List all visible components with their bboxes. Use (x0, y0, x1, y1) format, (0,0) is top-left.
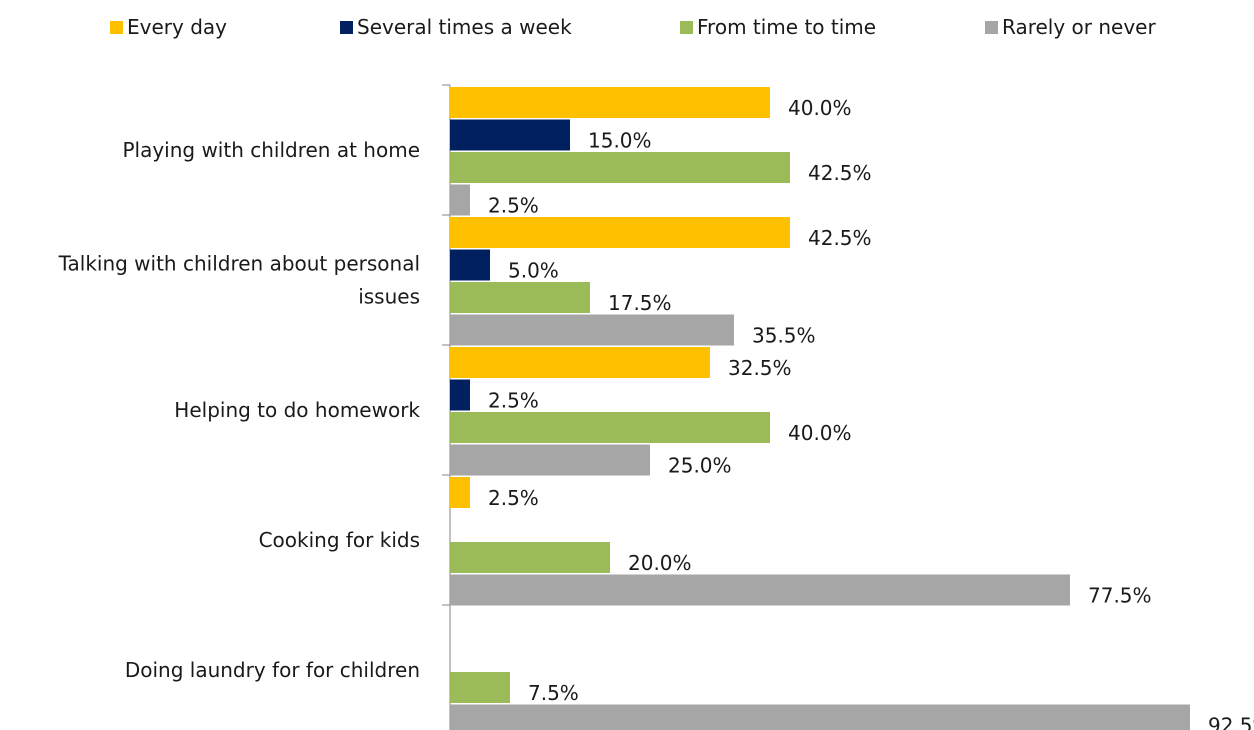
legend-swatch-from-time-to-time (680, 20, 693, 34)
data-label: 42.5% (808, 161, 872, 185)
bar-rarely-or-never-helping-to-do-homework (450, 444, 650, 476)
bar-rarely-or-never-talking-with-children-about-personal-issues (450, 314, 734, 346)
legend-item-several-times-a-week: Several times a week (340, 14, 572, 40)
bar-every-day-playing-with-children-at-home (450, 87, 770, 118)
bar-from-time-to-time-talking-with-children-about-personal-issues (450, 282, 590, 313)
data-label: 40.0% (788, 421, 852, 445)
data-label: 2.5% (488, 389, 539, 413)
data-label: 7.5% (528, 681, 579, 705)
bar-from-time-to-time-cooking-for-kids (450, 542, 610, 573)
bar-several-times-a-week-helping-to-do-homework (450, 379, 470, 411)
chart-legend: Every day Several times a week From time t… (0, 0, 1254, 50)
bar-from-time-to-time-doing-laundry-for-for-children (450, 672, 510, 703)
bar-rarely-or-never-doing-laundry-for-for-children (450, 704, 1190, 730)
bar-from-time-to-time-playing-with-children-at-home (450, 152, 790, 183)
bar-every-day-helping-to-do-homework (450, 347, 710, 378)
category-label: Talking with children about personal issu… (58, 252, 420, 309)
legend-item-rarely-or-never: Rarely or never (985, 14, 1156, 40)
data-label: 2.5% (488, 486, 539, 510)
data-label: 17.5% (608, 291, 672, 315)
bar-several-times-a-week-talking-with-children-about-personal-issues (450, 249, 490, 281)
bar-rarely-or-never-cooking-for-kids (450, 574, 1070, 606)
bar-several-times-a-week-playing-with-children-at-home (450, 119, 570, 151)
legend-swatch-every-day (110, 20, 123, 34)
data-label: 92.5% (1208, 714, 1254, 730)
legend-label: Every day (127, 15, 227, 39)
legend-item-from-time-to-time: From time to time (680, 14, 876, 40)
legend-swatch-several-times-a-week (340, 20, 353, 34)
category-label: Helping to do homework (174, 398, 420, 422)
data-label: 2.5% (488, 194, 539, 218)
data-label: 77.5% (1088, 584, 1152, 608)
category-label: Playing with children at home (122, 138, 420, 162)
data-label: 5.0% (508, 259, 559, 283)
data-label: 20.0% (628, 551, 692, 575)
bar-from-time-to-time-helping-to-do-homework (450, 412, 770, 443)
category-label: Cooking for kids (259, 528, 420, 552)
data-label: 40.0% (788, 96, 852, 120)
data-label: 32.5% (728, 356, 792, 380)
category-label: Doing laundry for for children (125, 658, 420, 682)
legend-label: From time to time (697, 15, 877, 39)
data-label: 25.0% (668, 454, 732, 478)
legend-label: Several times a week (357, 15, 572, 39)
data-label: 42.5% (808, 226, 872, 250)
data-label: 35.5% (752, 324, 816, 348)
legend-item-every-day: Every day (110, 14, 227, 40)
legend-swatch-rarely-or-never (985, 20, 998, 34)
bar-every-day-cooking-for-kids (450, 477, 470, 508)
data-label: 15.0% (588, 129, 652, 153)
bar-rarely-or-never-playing-with-children-at-home (450, 184, 470, 216)
legend-label: Rarely or never (1002, 15, 1156, 39)
bar-every-day-talking-with-children-about-personal-issues (450, 217, 790, 248)
